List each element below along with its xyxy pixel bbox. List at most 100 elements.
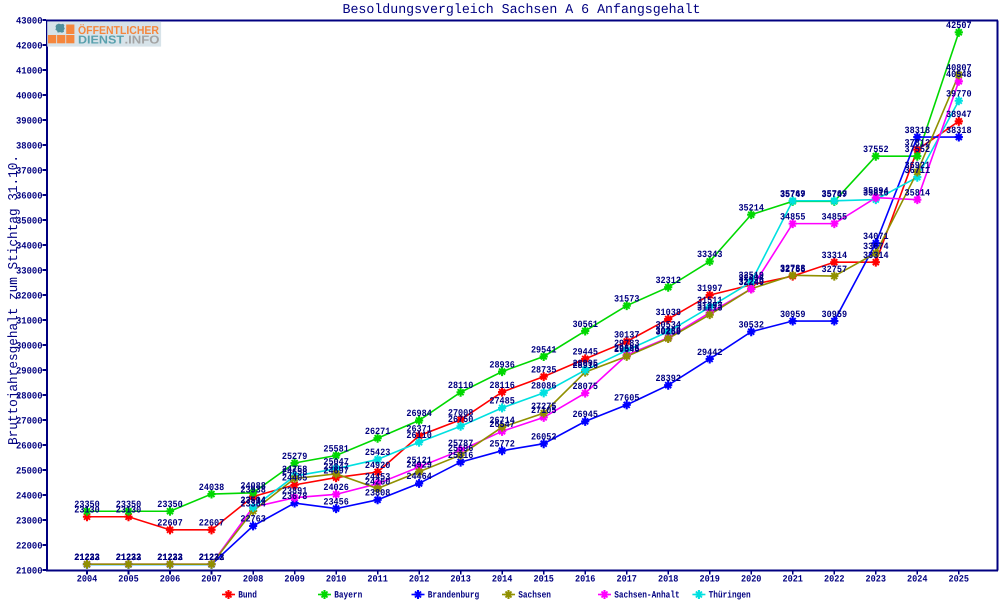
svg-text:37812: 37812: [905, 138, 931, 149]
svg-text:35747: 35747: [822, 189, 848, 200]
svg-text:26547: 26547: [489, 419, 515, 430]
svg-text:21000: 21000: [16, 566, 43, 577]
svg-text:30532: 30532: [738, 320, 764, 331]
svg-text:27605: 27605: [614, 393, 640, 404]
svg-text:38947: 38947: [946, 109, 972, 120]
svg-text:30288: 30288: [655, 326, 681, 337]
svg-text:30000: 30000: [16, 341, 43, 352]
svg-text:39770: 39770: [946, 89, 972, 100]
svg-text:2014: 2014: [492, 573, 513, 584]
svg-text:25596: 25596: [448, 443, 474, 454]
svg-text:31511: 31511: [697, 295, 723, 306]
svg-text:28995: 28995: [572, 358, 598, 369]
svg-text:26271: 26271: [365, 426, 391, 437]
svg-text:22000: 22000: [16, 541, 43, 552]
svg-text:37552: 37552: [863, 144, 889, 155]
svg-text:33000: 33000: [16, 266, 43, 277]
svg-text:24929: 24929: [406, 460, 432, 471]
svg-text:24405: 24405: [282, 473, 308, 484]
svg-text:23350: 23350: [116, 499, 142, 510]
svg-text:25000: 25000: [16, 466, 43, 477]
svg-text:21223: 21223: [116, 552, 142, 563]
svg-text:21223: 21223: [157, 552, 183, 563]
svg-text:24038: 24038: [199, 482, 225, 493]
svg-text:24697: 24697: [323, 465, 349, 476]
svg-text:21222: 21222: [157, 552, 183, 563]
svg-text:38000: 38000: [16, 141, 43, 152]
svg-text:24026: 24026: [323, 482, 349, 493]
svg-text:31997: 31997: [697, 283, 723, 294]
svg-text:28116: 28116: [489, 380, 515, 391]
svg-text:25047: 25047: [323, 457, 349, 468]
svg-text:41000: 41000: [16, 66, 43, 77]
svg-text:25121: 25121: [406, 455, 432, 466]
svg-text:37552: 37552: [905, 144, 931, 155]
svg-text:26110: 26110: [406, 430, 432, 441]
svg-text:28086: 28086: [531, 381, 557, 392]
svg-text:2004: 2004: [77, 573, 98, 584]
svg-text:25316: 25316: [448, 450, 474, 461]
svg-text:2011: 2011: [367, 573, 388, 584]
svg-text:23130: 23130: [116, 505, 142, 516]
svg-text:28000: 28000: [16, 391, 43, 402]
svg-text:23678: 23678: [282, 491, 308, 502]
svg-text:25772: 25772: [489, 439, 515, 450]
svg-text:29442: 29442: [697, 347, 723, 358]
svg-text:2023: 2023: [866, 573, 887, 584]
svg-text:34000: 34000: [16, 241, 43, 252]
svg-text:2012: 2012: [409, 573, 430, 584]
svg-text:40000: 40000: [16, 91, 43, 102]
svg-text:ÖFFENTLICHER: ÖFFENTLICHER: [78, 24, 160, 37]
svg-text:Bayern: Bayern: [334, 589, 362, 600]
svg-text:21233: 21233: [74, 552, 100, 563]
svg-text:30959: 30959: [822, 309, 848, 320]
svg-text:2018: 2018: [658, 573, 679, 584]
svg-text:2024: 2024: [907, 573, 928, 584]
svg-text:21223: 21223: [74, 552, 100, 563]
svg-text:25581: 25581: [323, 443, 349, 454]
svg-text:21232: 21232: [157, 552, 183, 563]
svg-text:28075: 28075: [572, 381, 598, 392]
svg-text:36921: 36921: [905, 160, 931, 171]
svg-text:38318: 38318: [946, 125, 972, 136]
svg-text:30137: 30137: [614, 329, 640, 340]
svg-text:23364: 23364: [240, 499, 266, 510]
svg-text:30959: 30959: [780, 309, 806, 320]
svg-text:27105: 27105: [531, 405, 557, 416]
svg-text:26714: 26714: [489, 415, 515, 426]
svg-text:32240: 32240: [738, 277, 764, 288]
svg-text:2022: 2022: [824, 573, 845, 584]
svg-text:2025: 2025: [949, 573, 970, 584]
svg-text:26371: 26371: [406, 424, 432, 435]
svg-text:33343: 33343: [697, 249, 723, 260]
svg-text:2015: 2015: [533, 573, 554, 584]
svg-text:2020: 2020: [741, 573, 762, 584]
svg-text:36711: 36711: [905, 165, 931, 176]
svg-text:24000: 24000: [16, 491, 43, 502]
svg-text:23891: 23891: [282, 486, 308, 497]
svg-text:30561: 30561: [572, 319, 598, 330]
svg-text:31213: 31213: [697, 303, 723, 314]
svg-text:32519: 32519: [738, 270, 764, 281]
svg-text:2021: 2021: [782, 573, 803, 584]
svg-text:27485: 27485: [489, 396, 515, 407]
svg-text:22607: 22607: [199, 518, 225, 529]
svg-text:40807: 40807: [946, 63, 972, 74]
svg-text:24088: 24088: [240, 481, 266, 492]
svg-text:39000: 39000: [16, 116, 43, 127]
svg-text:24920: 24920: [365, 460, 391, 471]
svg-text:24464: 24464: [406, 471, 432, 482]
svg-text:35214: 35214: [738, 202, 764, 213]
svg-text:25787: 25787: [448, 438, 474, 449]
svg-text:26945: 26945: [572, 409, 598, 420]
svg-text:24847: 24847: [323, 462, 349, 473]
svg-text:26000: 26000: [16, 441, 43, 452]
svg-text:24658: 24658: [282, 466, 308, 477]
svg-text:22607: 22607: [157, 518, 183, 529]
svg-text:21232: 21232: [74, 552, 100, 563]
svg-text:Besoldungsvergleich Sachsen A: Besoldungsvergleich Sachsen A 6 Anfangsg…: [343, 3, 701, 18]
svg-text:28916: 28916: [572, 360, 598, 371]
svg-text:33314: 33314: [822, 250, 848, 261]
svg-text:23808: 23808: [365, 488, 391, 499]
svg-text:27000: 27000: [16, 416, 43, 427]
